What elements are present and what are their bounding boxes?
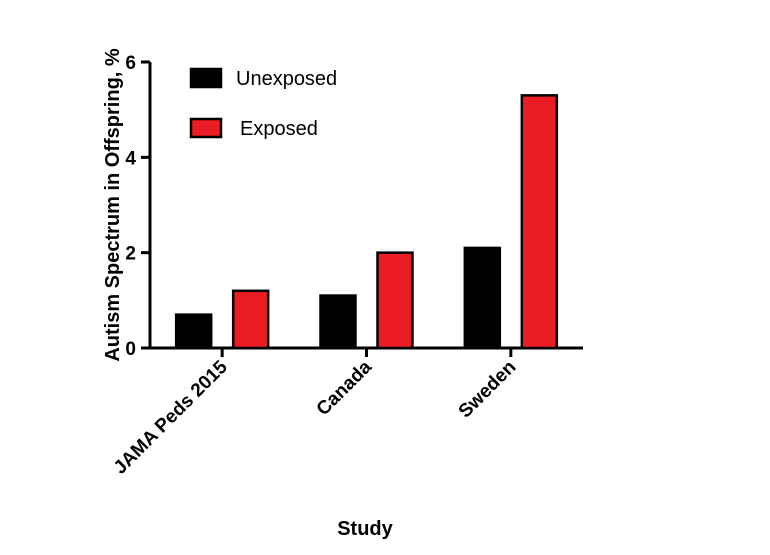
legend-swatch-exposed (189, 117, 223, 139)
category-label: Sweden (455, 357, 521, 423)
bar-unexposed-2 (463, 246, 502, 350)
y-axis-title: Autism Spectrum in Offspring, % (102, 48, 124, 362)
y-tick-label: 0 (125, 339, 136, 360)
bar-exposed-1 (376, 251, 414, 350)
bar-exposed-0 (231, 289, 270, 350)
bar-exposed-2 (520, 94, 559, 350)
bar-unexposed-0 (174, 313, 213, 350)
legend-swatch-unexposed (189, 67, 223, 89)
bar-unexposed-1 (319, 294, 357, 350)
legend-label-exposed: Exposed (240, 118, 318, 140)
x-axis-title: Study (337, 518, 393, 540)
category-label: Canada (313, 356, 377, 420)
legend-label-unexposed: Unexposed (236, 68, 337, 90)
y-tick-label: 6 (125, 53, 136, 74)
category-label: JAMA Peds 2015 (110, 356, 232, 478)
y-tick-label: 4 (125, 148, 136, 169)
y-tick-label: 2 (125, 244, 136, 265)
